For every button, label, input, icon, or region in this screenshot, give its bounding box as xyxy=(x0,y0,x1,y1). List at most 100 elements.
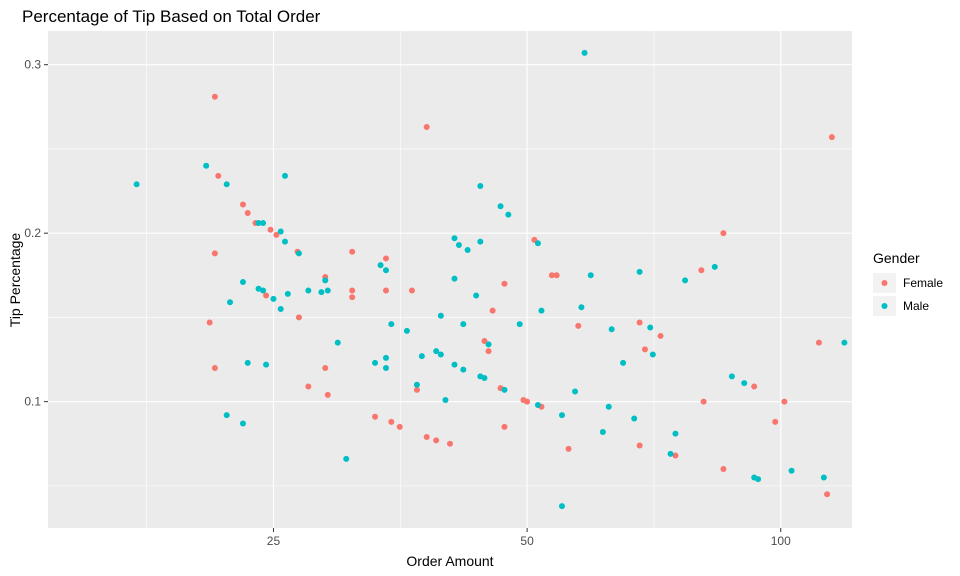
female-data-point xyxy=(489,307,496,314)
x-tick-label: 50 xyxy=(520,534,534,548)
male-data-point xyxy=(841,339,848,346)
female-data-point xyxy=(548,272,555,279)
female-data-point xyxy=(408,287,415,294)
male-data-point xyxy=(481,375,488,382)
female-data-point xyxy=(396,423,403,430)
male-data-point xyxy=(501,386,508,393)
male-data-point xyxy=(451,361,458,368)
male-data-point xyxy=(647,324,654,331)
female-data-point xyxy=(828,134,835,141)
male-data-point xyxy=(649,351,656,358)
female-data-point xyxy=(553,272,560,279)
male-data-point xyxy=(820,474,827,481)
male-data-point xyxy=(558,503,565,510)
legend-label-female: Female xyxy=(903,276,943,290)
male-data-point xyxy=(255,220,262,227)
male-data-point xyxy=(433,348,440,355)
male-data-point xyxy=(277,305,284,312)
female-data-point xyxy=(720,230,727,237)
male-data-point xyxy=(403,327,410,334)
male-data-point xyxy=(755,476,762,483)
female-data-point xyxy=(382,255,389,262)
axes: 25 50 100 0.1 0.2 0.3 xyxy=(24,58,791,548)
female-data-point xyxy=(501,280,508,287)
male-data-point xyxy=(244,359,251,366)
legend-label-male: Male xyxy=(903,299,929,313)
male-data-point xyxy=(728,373,735,380)
male-data-point xyxy=(281,172,288,179)
major-grid-lines xyxy=(48,31,852,528)
male-data-point xyxy=(497,203,504,210)
male-data-point xyxy=(477,238,484,245)
male-data-point xyxy=(599,428,606,435)
male-data-point xyxy=(667,450,674,457)
male-data-point xyxy=(741,380,748,387)
y-axis-title: Tip Percentage xyxy=(7,233,23,328)
female-data-point xyxy=(349,287,356,294)
legend-marker-female xyxy=(881,280,888,286)
female-data-point xyxy=(524,398,531,405)
female-data-point xyxy=(657,332,664,339)
male-data-point xyxy=(343,455,350,462)
y-tick-label: 0.3 xyxy=(24,58,41,72)
data-points xyxy=(133,49,848,510)
male-data-point xyxy=(788,467,795,474)
male-data-point xyxy=(382,354,389,361)
male-data-point xyxy=(281,238,288,245)
male-data-point xyxy=(239,279,246,286)
female-data-point xyxy=(267,226,274,233)
female-data-point xyxy=(244,209,251,216)
legend-marker-male xyxy=(881,303,888,309)
female-data-point xyxy=(824,491,831,498)
female-data-point xyxy=(700,398,707,405)
male-data-point xyxy=(382,364,389,371)
male-data-point xyxy=(223,412,230,419)
male-data-point xyxy=(485,341,492,348)
male-data-point xyxy=(318,289,325,296)
y-tick-label: 0.1 xyxy=(24,395,41,409)
male-data-point xyxy=(203,162,210,169)
female-data-point xyxy=(636,442,643,449)
male-data-point xyxy=(516,321,523,328)
female-data-point xyxy=(305,383,312,390)
male-data-point xyxy=(322,277,329,284)
female-data-point xyxy=(322,364,329,371)
male-data-point xyxy=(682,277,689,284)
female-data-point xyxy=(324,391,331,398)
male-data-point xyxy=(437,312,444,319)
male-data-point xyxy=(284,290,291,297)
male-data-point xyxy=(324,287,331,294)
chart-title: Percentage of Tip Based on Total Order xyxy=(22,7,321,26)
male-data-point xyxy=(620,359,627,366)
male-data-point xyxy=(558,412,565,419)
male-data-point xyxy=(270,295,277,302)
male-data-point xyxy=(277,228,284,235)
male-data-point xyxy=(227,299,234,306)
male-data-point xyxy=(451,275,458,282)
male-data-point xyxy=(572,388,579,395)
female-data-point xyxy=(382,287,389,294)
female-data-point xyxy=(751,383,758,390)
male-data-point xyxy=(636,268,643,275)
female-data-point xyxy=(575,322,582,329)
male-data-point xyxy=(418,353,425,360)
female-data-point xyxy=(413,386,420,393)
female-data-point xyxy=(447,440,453,447)
female-data-point xyxy=(565,445,572,452)
female-data-point xyxy=(423,434,430,441)
female-data-point xyxy=(423,124,430,131)
male-data-point xyxy=(260,220,267,227)
legend-title: Gender xyxy=(873,250,920,266)
female-data-point xyxy=(263,292,270,299)
female-data-point xyxy=(372,413,379,420)
female-data-point xyxy=(481,337,488,344)
female-data-point xyxy=(672,452,679,459)
female-data-point xyxy=(211,93,218,100)
male-data-point xyxy=(263,361,270,368)
male-data-point xyxy=(605,403,612,410)
female-data-point xyxy=(698,267,705,274)
female-data-point xyxy=(239,201,246,208)
male-data-point xyxy=(631,415,638,422)
male-data-point xyxy=(672,430,679,437)
